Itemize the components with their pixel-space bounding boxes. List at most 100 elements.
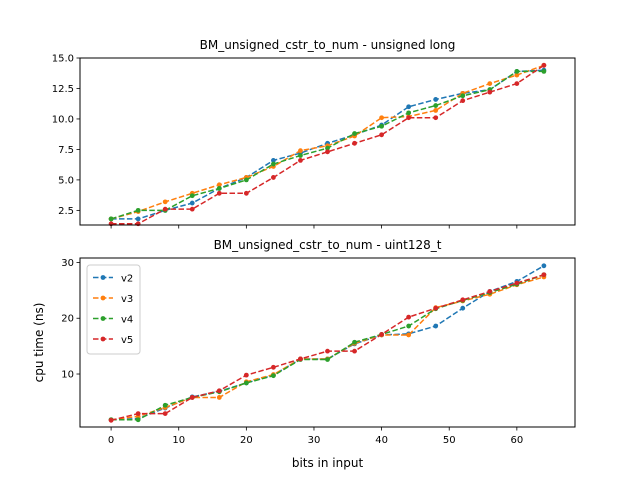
top-point-v2-12 xyxy=(433,97,439,102)
top-point-v2-3 xyxy=(189,200,195,206)
legend-items: v2 v3 v4 v5 xyxy=(93,274,133,346)
bottom-subplot-title: BM_unsigned_cstr_to_num - uint128_t xyxy=(214,238,442,252)
top-point-v5-15 xyxy=(514,81,520,86)
top-axes-frame xyxy=(79,57,576,226)
bottom-point-v4-11 xyxy=(406,323,412,329)
top-point-v4-10 xyxy=(379,123,384,129)
legend-label-v3: v3 xyxy=(121,294,133,305)
bottom-axis-ticks: 0 10 20 30 40 50 60 10 20 30 xyxy=(61,258,523,446)
legend: v2 v3 v4 v5 xyxy=(86,264,141,355)
bottom-point-v5-16 xyxy=(541,272,547,278)
top-subplot-title: BM_unsigned_cstr_to_num - unsigned long xyxy=(200,38,456,52)
bottom-point-v5-9 xyxy=(352,348,357,354)
legend-label-v5: v5 xyxy=(121,335,133,346)
top-series-line-v5 xyxy=(111,64,545,225)
legend-frame xyxy=(86,264,141,355)
bottom-point-v3-11 xyxy=(406,332,412,338)
top-point-v4-11 xyxy=(406,110,412,116)
top-point-v4-1 xyxy=(135,207,141,213)
top-point-v5-12 xyxy=(433,115,439,121)
top-axis-ticks: 2.5 5.0 7.5 10.0 12.5 15.0 xyxy=(52,54,518,229)
bottom-point-v5-4 xyxy=(216,388,222,394)
bottom-y-tick-label-20: 20 xyxy=(61,314,74,325)
top-point-v5-16 xyxy=(541,62,547,68)
top-point-v5-14 xyxy=(487,89,493,95)
bottom-y-tick-label-30: 30 xyxy=(61,258,74,269)
bottom-point-v3-4 xyxy=(216,395,222,400)
top-point-v4-7 xyxy=(298,153,303,158)
bottom-series-line-v4 xyxy=(111,274,545,421)
legend-label-v2: v2 xyxy=(121,274,133,285)
bottom-x-tick-label-20: 20 xyxy=(240,435,253,446)
legend-marker-v5 xyxy=(100,336,106,342)
legend-label-v4: v4 xyxy=(121,315,133,326)
top-y-tick-label-2.5: 2.5 xyxy=(58,206,74,217)
top-point-v5-11 xyxy=(406,115,412,121)
top-point-v5-6 xyxy=(271,175,276,180)
top-point-v3-7 xyxy=(298,148,303,154)
bottom-point-v4-1 xyxy=(135,417,141,423)
bottom-x-tick-label-0: 0 xyxy=(108,435,114,446)
bottom-point-v4-5 xyxy=(243,380,249,386)
top-point-v4-13 xyxy=(460,93,466,99)
top-point-v5-5 xyxy=(243,190,249,196)
bottom-point-v5-0 xyxy=(108,417,114,423)
bottom-point-v5-7 xyxy=(298,356,303,362)
bottom-point-v2-16 xyxy=(541,263,547,269)
bottom-point-v4-9 xyxy=(352,339,357,345)
bottom-point-v5-12 xyxy=(433,305,439,311)
top-point-v4-5 xyxy=(243,177,249,183)
bottom-point-v5-8 xyxy=(325,348,330,354)
bottom-point-v5-3 xyxy=(189,395,195,400)
bottom-point-v5-6 xyxy=(271,364,276,370)
legend-marker-v3 xyxy=(100,295,106,301)
bottom-y-tick-label-10: 10 xyxy=(61,370,74,381)
top-point-v3-4 xyxy=(216,182,222,188)
bottom-x-tick-label-10: 10 xyxy=(172,435,185,446)
top-point-v5-3 xyxy=(189,206,195,212)
top-point-v4-8 xyxy=(325,145,330,151)
top-subplot: BM_unsigned_cstr_to_num - unsigned long … xyxy=(52,38,576,229)
top-point-v4-0 xyxy=(108,216,114,222)
top-point-v4-4 xyxy=(216,186,222,191)
bottom-point-v4-2 xyxy=(162,402,168,408)
top-point-v3-10 xyxy=(379,115,384,121)
bottom-point-v5-2 xyxy=(162,411,168,417)
bottom-x-tick-label-30: 30 xyxy=(308,435,321,446)
bottom-point-v5-5 xyxy=(243,372,249,378)
bottom-point-v4-8 xyxy=(325,357,330,362)
bottom-plot-area xyxy=(108,263,547,423)
top-point-v4-9 xyxy=(352,131,357,136)
bottom-point-v2-12 xyxy=(433,323,439,329)
top-point-v3-14 xyxy=(487,81,493,86)
top-y-tick-label-12.5: 12.5 xyxy=(52,84,74,95)
bottom-point-v5-10 xyxy=(379,332,384,337)
top-point-v4-12 xyxy=(433,103,439,108)
top-point-v4-3 xyxy=(189,193,195,199)
top-point-v4-15 xyxy=(514,69,520,74)
bottom-axes-frame xyxy=(79,257,576,428)
bottom-point-v5-1 xyxy=(135,411,141,417)
bottom-subplot: BM_unsigned_cstr_to_num - uint128_t 0 10 2… xyxy=(32,238,576,470)
top-y-tick-label-7.5: 7.5 xyxy=(58,145,74,156)
top-point-v5-2 xyxy=(162,206,168,212)
top-y-tick-label-10: 10.0 xyxy=(52,114,74,125)
legend-marker-v2 xyxy=(100,275,106,280)
bottom-point-v5-13 xyxy=(460,297,466,303)
top-y-tick-label-5: 5.0 xyxy=(58,175,74,186)
top-point-v5-8 xyxy=(325,149,330,155)
top-point-v2-1 xyxy=(135,216,141,222)
x-axis-label: bits in input xyxy=(292,456,364,470)
top-plot-area xyxy=(108,62,547,227)
bottom-x-tick-label-60: 60 xyxy=(510,435,523,446)
top-point-v3-2 xyxy=(162,199,168,205)
bottom-point-v5-15 xyxy=(514,280,520,286)
bottom-x-tick-label-40: 40 xyxy=(375,435,388,446)
top-point-v4-6 xyxy=(271,161,276,167)
bottom-point-v2-13 xyxy=(460,305,466,311)
top-point-v4-16 xyxy=(541,69,547,74)
legend-marker-v4 xyxy=(100,316,106,321)
bottom-x-tick-label-50: 50 xyxy=(443,435,456,446)
